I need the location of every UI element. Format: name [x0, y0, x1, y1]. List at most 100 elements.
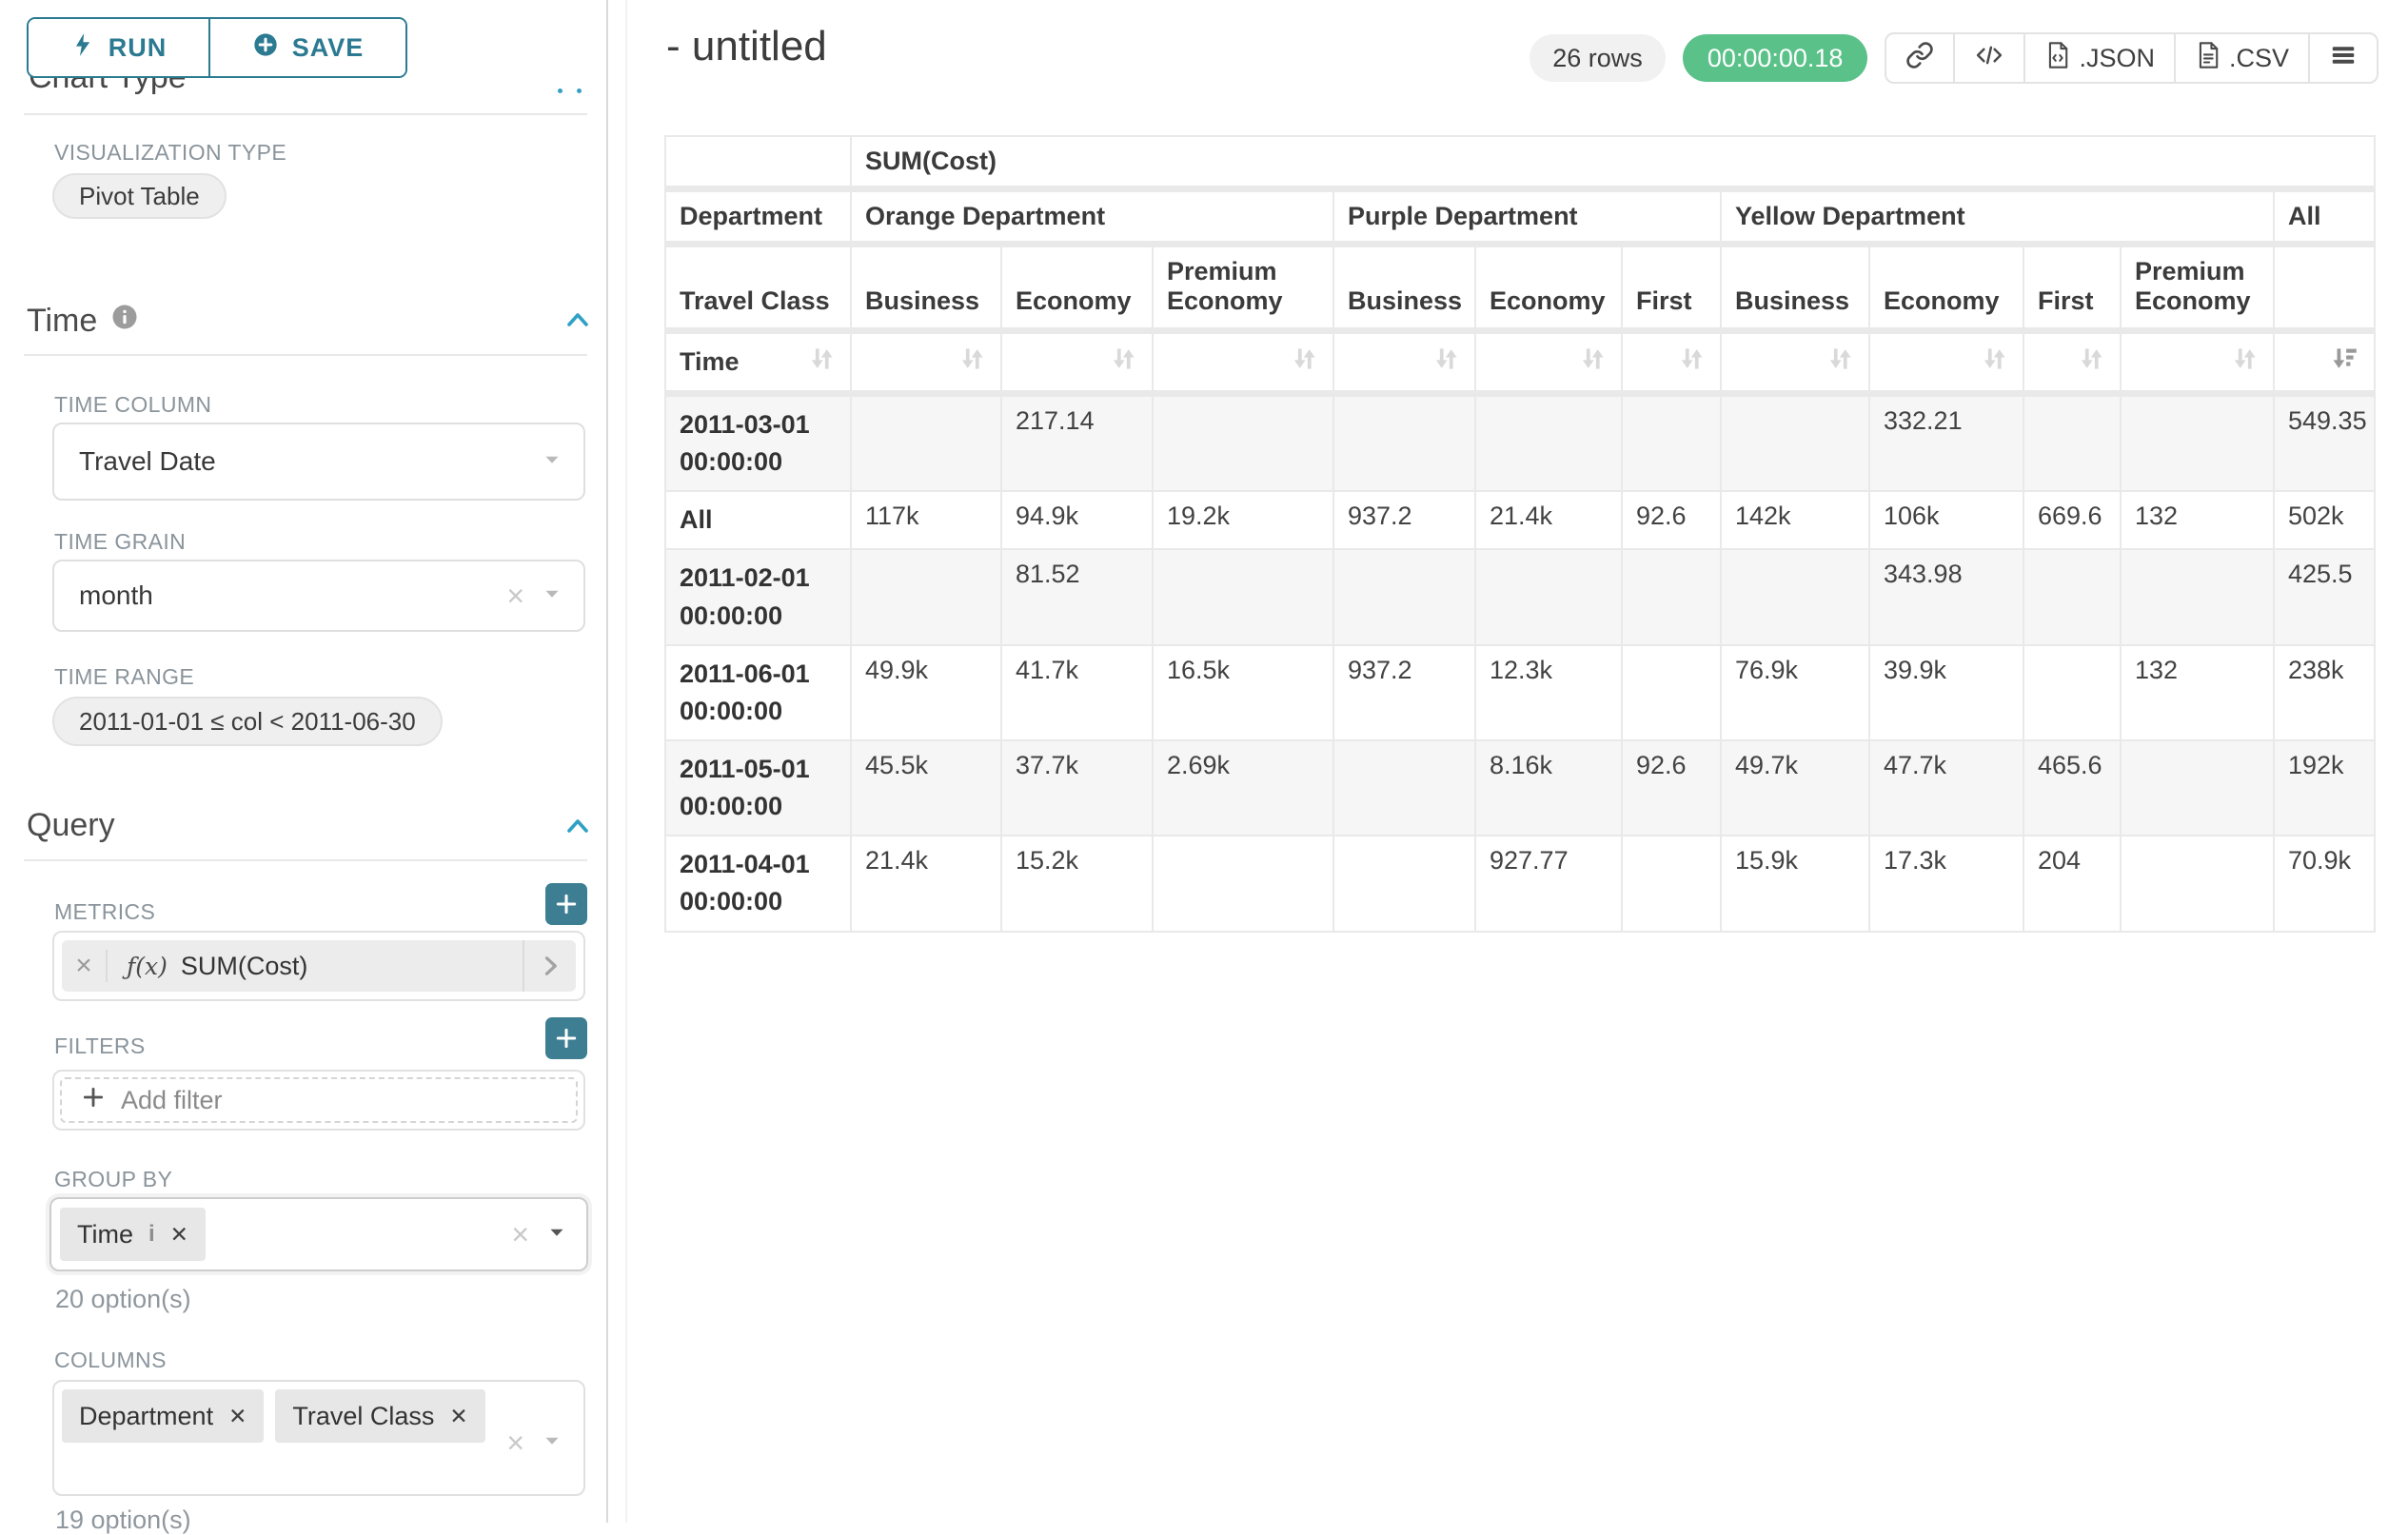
pivot-row-dimension-header: Time: [664, 329, 852, 397]
copy-link-button[interactable]: [1886, 34, 1953, 82]
time-range-pill[interactable]: 2011-01-01 ≤ col < 2011-06-30: [52, 697, 443, 746]
pivot-cell: 142k: [1720, 490, 1870, 551]
remove-metric-icon[interactable]: ×: [62, 950, 108, 982]
sort-both-icon[interactable]: [2076, 344, 2106, 381]
add-filter-label: Add filter: [121, 1085, 223, 1114]
pivot-col-header: Economy: [1000, 243, 1154, 334]
sort-both-icon[interactable]: [1577, 344, 1608, 381]
remove-pill-icon[interactable]: ✕: [228, 1403, 247, 1428]
pivot-cell: 343.98: [1868, 548, 2024, 646]
divider: [24, 859, 587, 861]
clear-icon[interactable]: ×: [511, 1217, 529, 1251]
run-button[interactable]: RUN: [29, 19, 210, 76]
columns-select[interactable]: Department ✕ Travel Class ✕ ×: [52, 1380, 585, 1496]
clear-icon[interactable]: ×: [506, 579, 524, 613]
remove-pill-icon[interactable]: ✕: [169, 1221, 188, 1247]
pivot-cell: 49.7k: [1720, 738, 1870, 837]
pivot-row-header: 2011-02-01 00:00:00: [664, 548, 852, 646]
run-save-button-group: RUN SAVE: [27, 17, 407, 78]
pill-label: Department: [79, 1401, 214, 1430]
pivot-col-group-header: Purple Department: [1332, 187, 1722, 247]
plus-icon: [81, 1085, 106, 1116]
sort-both-icon[interactable]: [806, 344, 837, 381]
time-column-select[interactable]: Travel Date: [52, 423, 585, 501]
pivot-cell: 8.16k: [1474, 738, 1623, 837]
pivot-col-group-header: Yellow Department: [1720, 187, 2275, 247]
add-metric-button[interactable]: [545, 883, 587, 925]
caret-down-icon: [544, 1220, 569, 1250]
pivot-cell: [1621, 548, 1722, 646]
filters-container: Add filter: [52, 1070, 585, 1131]
add-filter-button[interactable]: Add filter: [60, 1077, 578, 1123]
export-csv-button[interactable]: .CSV: [2173, 34, 2308, 82]
sort-both-icon[interactable]: [957, 344, 987, 381]
row-count-badge: 26 rows: [1530, 34, 1666, 82]
group-by-select[interactable]: Time i ✕ ×: [49, 1197, 588, 1271]
export-json-button[interactable]: .JSON: [2023, 34, 2174, 82]
pivot-cell: 92.6: [1621, 490, 1722, 551]
sort-descending-icon[interactable]: [2328, 344, 2360, 381]
pivot-cell: [1332, 738, 1476, 837]
sort-both-icon[interactable]: [1289, 344, 1319, 381]
collapse-time-chevron-icon[interactable]: [562, 305, 594, 337]
time-grain-value: month: [79, 581, 153, 610]
pivot-cell: [1474, 392, 1623, 493]
clipped-dot: [558, 89, 563, 93]
pivot-cell: [2120, 392, 2275, 493]
viz-type-pill[interactable]: Pivot Table: [52, 173, 227, 219]
sort-both-icon[interactable]: [1979, 344, 2009, 381]
sort-both-icon[interactable]: [2229, 344, 2260, 381]
pivot-cell: [1152, 392, 1334, 493]
metric-name: SUM(Cost): [180, 951, 308, 980]
export-json-label: .JSON: [2079, 43, 2155, 72]
dimension-pill[interactable]: Travel Class ✕: [275, 1389, 485, 1443]
pivot-cell: 204: [2023, 835, 2122, 933]
save-button[interactable]: SAVE: [210, 19, 405, 76]
divider: [24, 113, 587, 115]
pivot-row-header: 2011-06-01 00:00:00: [664, 643, 852, 741]
query-timer-badge: 00:00:00.18: [1682, 34, 1868, 82]
pivot-cell: 927.77: [1474, 835, 1623, 933]
caret-down-icon: [540, 1428, 564, 1458]
export-csv-label: .CSV: [2228, 43, 2289, 72]
pivot-cell: [2023, 392, 2122, 493]
dimension-pill[interactable]: Department ✕: [62, 1389, 265, 1443]
panel-resize-gutter[interactable]: [625, 0, 627, 1523]
pivot-cell: 12.3k: [1474, 643, 1623, 741]
link-icon: [1905, 41, 1934, 76]
pivot-dimension2-label: Travel Class: [664, 243, 852, 334]
pivot-cell: 669.6: [2023, 490, 2122, 551]
pivot-data-row: 2011-02-01 00:00:00 81.52 343.98 425.5: [664, 548, 2377, 646]
remove-pill-icon[interactable]: ✕: [449, 1403, 468, 1428]
sort-both-icon[interactable]: [1825, 344, 1855, 381]
chevron-right-icon[interactable]: [523, 940, 576, 992]
clear-icon[interactable]: ×: [506, 1426, 524, 1460]
metric-item[interactable]: × ƒ(x) SUM(Cost): [62, 940, 576, 992]
pivot-data-row: 2011-03-01 00:00:00 217.14 332.21 549.35: [664, 392, 2377, 493]
pivot-col-header: Premium Economy: [1152, 243, 1334, 334]
run-button-label: RUN: [108, 32, 168, 62]
embed-code-button[interactable]: [1953, 34, 2023, 82]
collapse-query-chevron-icon[interactable]: [562, 811, 594, 843]
pivot-cell: 238k: [2272, 643, 2377, 741]
pivot-sort-cell: [1000, 329, 1154, 397]
pivot-data-row: All 117k 94.9k 19.2k 937.2 21.4k 92.6 142k 106k 6…: [664, 490, 2377, 551]
sort-both-icon[interactable]: [1108, 344, 1138, 381]
pivot-cell: 21.4k: [850, 835, 1002, 933]
export-button-group: .JSON .CSV: [1885, 32, 2378, 84]
time-grain-select[interactable]: month ×: [52, 560, 585, 632]
sort-both-icon[interactable]: [1431, 344, 1461, 381]
menu-icon: [2329, 41, 2358, 76]
pivot-cell: [1621, 392, 1722, 493]
dimension-pill[interactable]: Time i ✕: [60, 1208, 206, 1261]
pill-label: Travel Class: [292, 1401, 435, 1430]
pivot-sort-cell: [1621, 329, 1722, 397]
info-circle-icon[interactable]: [110, 303, 139, 340]
add-filter-plus-button[interactable]: [545, 1017, 587, 1059]
file-json-icon: [2044, 41, 2071, 76]
pivot-col-header: Economy: [1868, 243, 2024, 334]
menu-button[interactable]: [2308, 34, 2377, 82]
sort-both-icon[interactable]: [1676, 344, 1707, 381]
chart-title[interactable]: - untitled: [666, 23, 827, 69]
pivot-cell: [2120, 738, 2275, 837]
